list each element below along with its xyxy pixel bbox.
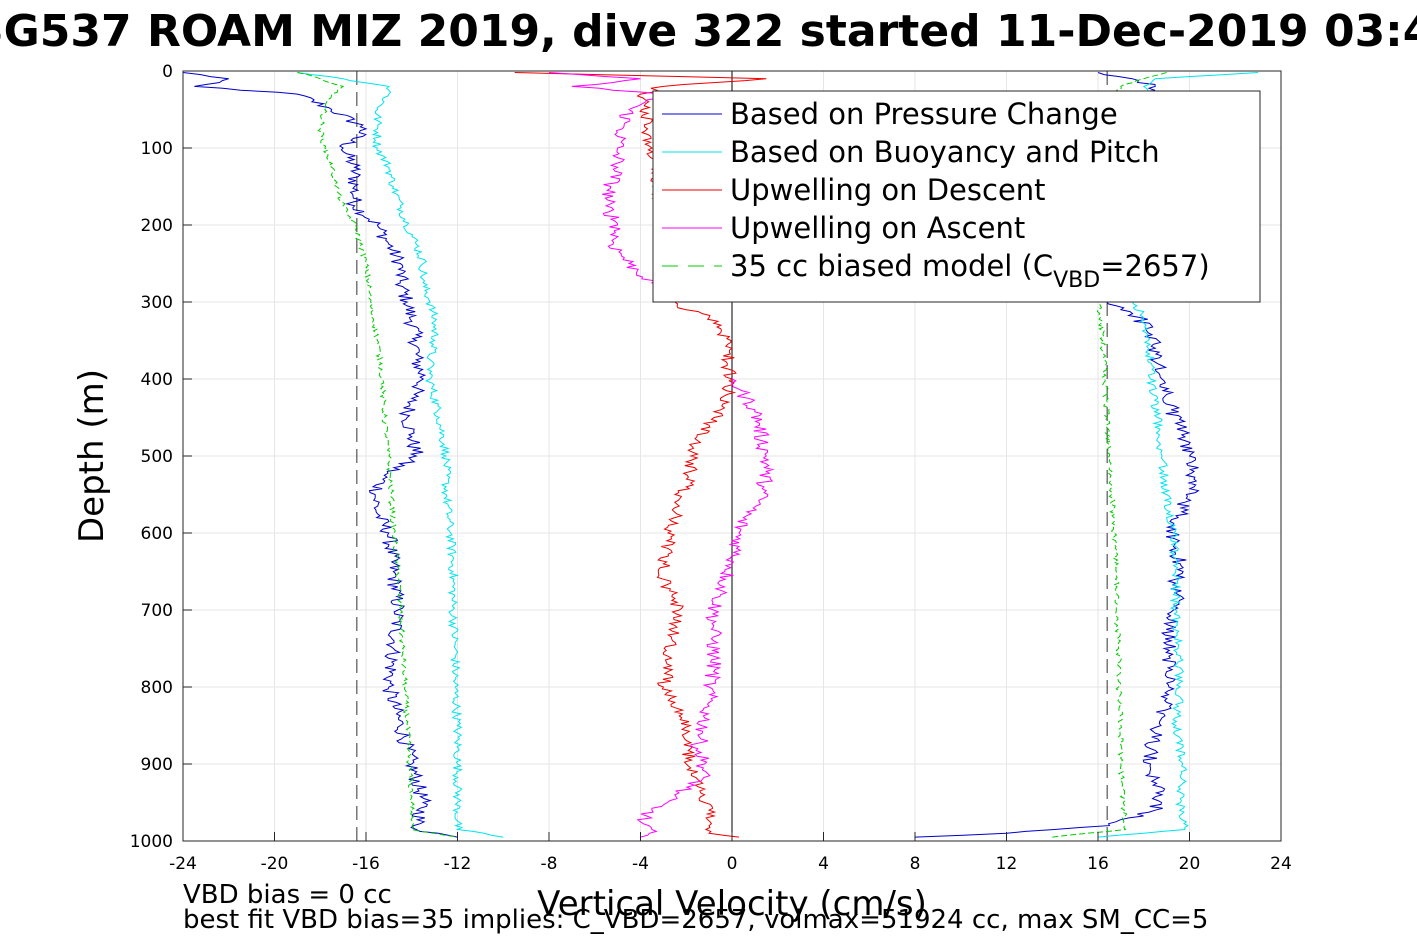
y-tick-label: 600 — [141, 524, 173, 544]
legend: Based on Pressure Change Based on Buoyanc… — [652, 90, 1261, 303]
legend-label: Upwelling on Ascent — [730, 211, 1025, 245]
chart-title: SG537 ROAM MIZ 2019, dive 322 started 11… — [0, 6, 1417, 57]
x-tick-label: -8 — [541, 854, 558, 874]
legend-label: Based on Buoyancy and Pitch — [730, 135, 1160, 169]
legend-label: Upwelling on Descent — [730, 173, 1046, 207]
y-tick-label: 100 — [141, 139, 173, 159]
y-tick-label: 400 — [141, 370, 173, 390]
y-tick-label: 500 — [141, 447, 173, 467]
legend-label: Based on Pressure Change — [730, 97, 1118, 131]
y-tick-label: 300 — [141, 293, 173, 313]
vbd-bias-note: VBD bias = 0 cc — [183, 880, 392, 910]
x-tick-label: -12 — [444, 854, 472, 874]
x-tick-label: 0 — [727, 854, 738, 874]
y-tick-label: 0 — [162, 62, 173, 82]
x-tick-label: 16 — [1087, 854, 1109, 874]
y-tick-label: 700 — [141, 601, 173, 621]
x-tick-label: 4 — [818, 854, 829, 874]
y-tick-label: 200 — [141, 216, 173, 236]
best-fit-note: best fit VBD bias=35 implies: C_VBD=2657… — [183, 905, 1208, 935]
series-line-35-cc-biased-model-c-vbd-2657 — [297, 72, 458, 838]
x-tick-label: -16 — [352, 854, 380, 874]
y-tick-label: 900 — [141, 755, 173, 775]
series-line-upwelling-on-ascent — [548, 72, 680, 303]
x-tick-label: 20 — [1179, 854, 1201, 874]
x-tick-label: -24 — [169, 854, 197, 874]
y-tick-label: 800 — [141, 678, 173, 698]
y-axis-ticks: 0 100 200 300 400 500 600 700 800 900 1000 — [130, 62, 192, 852]
x-axis-label: Vertical Velocity (cm/s) — [537, 884, 927, 924]
x-tick-label: -4 — [632, 854, 649, 874]
y-axis-label: Depth (m) — [72, 369, 112, 543]
y-tick-label: 1000 — [130, 832, 173, 852]
x-tick-label: -20 — [261, 854, 289, 874]
legend-box — [652, 90, 1261, 303]
x-axis-ticks: -24 -20 -16 -12 -8 -4 0 4 8 12 16 20 24 — [169, 832, 1292, 874]
x-tick-label: 12 — [996, 854, 1018, 874]
x-tick-label: 24 — [1270, 854, 1292, 874]
x-tick-label: 8 — [910, 854, 921, 874]
series-line-based-on-buoyancy-and-pitch — [297, 72, 504, 838]
series-line-upwelling-on-ascent — [636, 378, 775, 838]
legend-label: 35 cc biased model (CVBD=2657) — [730, 249, 1210, 293]
series-line-based-on-pressure-change — [182, 72, 458, 838]
